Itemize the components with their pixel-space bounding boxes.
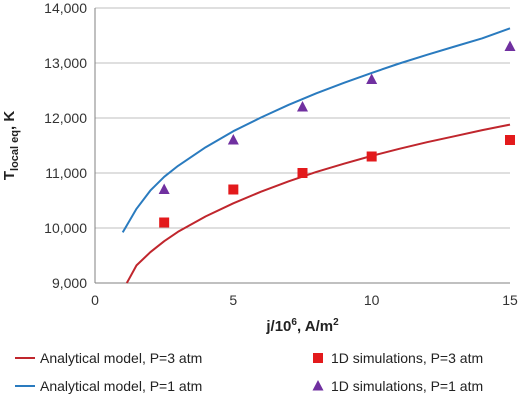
y-axis-label: Tlocal eq, K (1, 111, 21, 180)
legend-label: 1D simulations, P=3 atm (331, 350, 483, 366)
x-axis-label-rest: , A/m (297, 318, 333, 335)
y-tick-labels: 9,000 10,000 11,000 12,000 13,000 14,000 (44, 0, 87, 291)
legend-item: Analytical model, P=3 atm (15, 350, 202, 366)
y-axis-label-main: T (1, 171, 18, 180)
y-tick-label: 12,000 (44, 110, 87, 126)
data-point (159, 217, 170, 228)
y-tick-label: 13,000 (44, 55, 87, 71)
x-axis-label-sup2: 2 (333, 317, 339, 328)
series-1 (121, 27, 511, 233)
x-axis-label-main: j/10 (265, 318, 291, 335)
x-tick-labels: 0 5 10 15 (91, 292, 518, 308)
data-point (297, 101, 308, 112)
y-axis-label-rest: , K (1, 111, 18, 130)
series-line (125, 123, 511, 284)
data-point (366, 73, 378, 84)
data-point (366, 151, 377, 162)
legend-label: 1D simulations, P=1 atm (331, 378, 483, 394)
x-tick-label: 10 (364, 292, 380, 308)
legend-marker-swatch (313, 353, 323, 363)
x-tick-label: 5 (229, 292, 237, 308)
y-tick-label: 14,000 (44, 0, 87, 16)
x-axis-label: j/106, A/m2 (265, 317, 339, 335)
legend: Analytical model, P=3 atm Analytical mode… (15, 350, 483, 394)
series-2 (159, 135, 515, 228)
legend-item: 1D simulations, P=1 atm (312, 378, 483, 394)
legend-item: 1D simulations, P=3 atm (313, 350, 483, 366)
y-tick-label: 11,000 (45, 165, 87, 181)
series-0 (125, 123, 511, 284)
legend-label: Analytical model, P=3 atm (40, 350, 202, 366)
x-tick-label: 15 (502, 292, 518, 308)
y-axis-label-sub: local eq (9, 130, 21, 171)
series-layer (121, 27, 516, 284)
series-line (121, 27, 511, 233)
x-tick-label: 0 (91, 292, 99, 308)
data-point (158, 183, 170, 194)
y-tick-label: 10,000 (44, 220, 87, 236)
data-point (228, 184, 239, 195)
data-point (297, 168, 308, 178)
data-point (504, 40, 516, 51)
legend-label: Analytical model, P=1 atm (40, 378, 202, 394)
x-axis-label-sup: 6 (291, 317, 297, 328)
data-point (227, 134, 239, 145)
legend-item: Analytical model, P=1 atm (15, 378, 202, 394)
legend-marker-swatch (312, 380, 324, 391)
y-tick-label: 9,000 (52, 275, 87, 291)
series-3 (158, 40, 516, 194)
data-point (505, 135, 515, 145)
